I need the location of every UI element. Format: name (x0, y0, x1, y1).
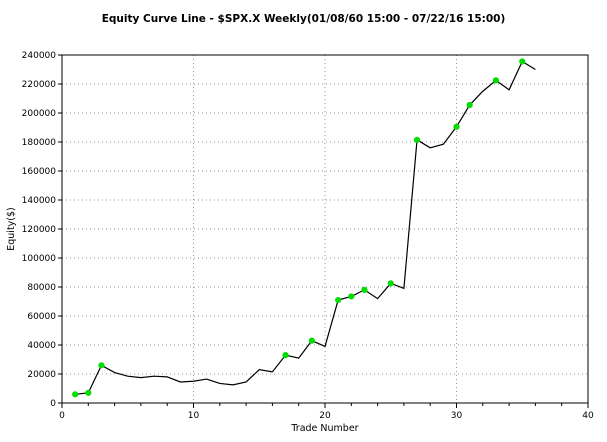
svg-text:10: 10 (188, 411, 200, 421)
svg-text:0: 0 (50, 399, 56, 409)
svg-text:180000: 180000 (22, 138, 57, 148)
svg-text:40: 40 (582, 411, 594, 421)
svg-text:120000: 120000 (22, 225, 57, 235)
svg-text:240000: 240000 (22, 51, 57, 61)
chart-title: Equity Curve Line - $SPX.X Weekly(01/08/… (101, 13, 506, 25)
svg-text:80000: 80000 (27, 283, 56, 293)
svg-text:160000: 160000 (22, 167, 57, 177)
svg-text:60000: 60000 (27, 312, 56, 322)
svg-text:Trade Number: Trade Number (290, 423, 358, 434)
svg-text:Equity($): Equity($) (6, 207, 17, 251)
svg-text:200000: 200000 (22, 109, 57, 119)
svg-text:100000: 100000 (22, 254, 57, 264)
svg-text:20000: 20000 (27, 370, 56, 380)
svg-text:30: 30 (451, 411, 463, 421)
svg-text:140000: 140000 (22, 196, 57, 206)
svg-text:220000: 220000 (22, 80, 57, 90)
svg-text:20: 20 (319, 411, 331, 421)
svg-text:40000: 40000 (27, 341, 56, 351)
svg-text:0: 0 (59, 411, 65, 421)
